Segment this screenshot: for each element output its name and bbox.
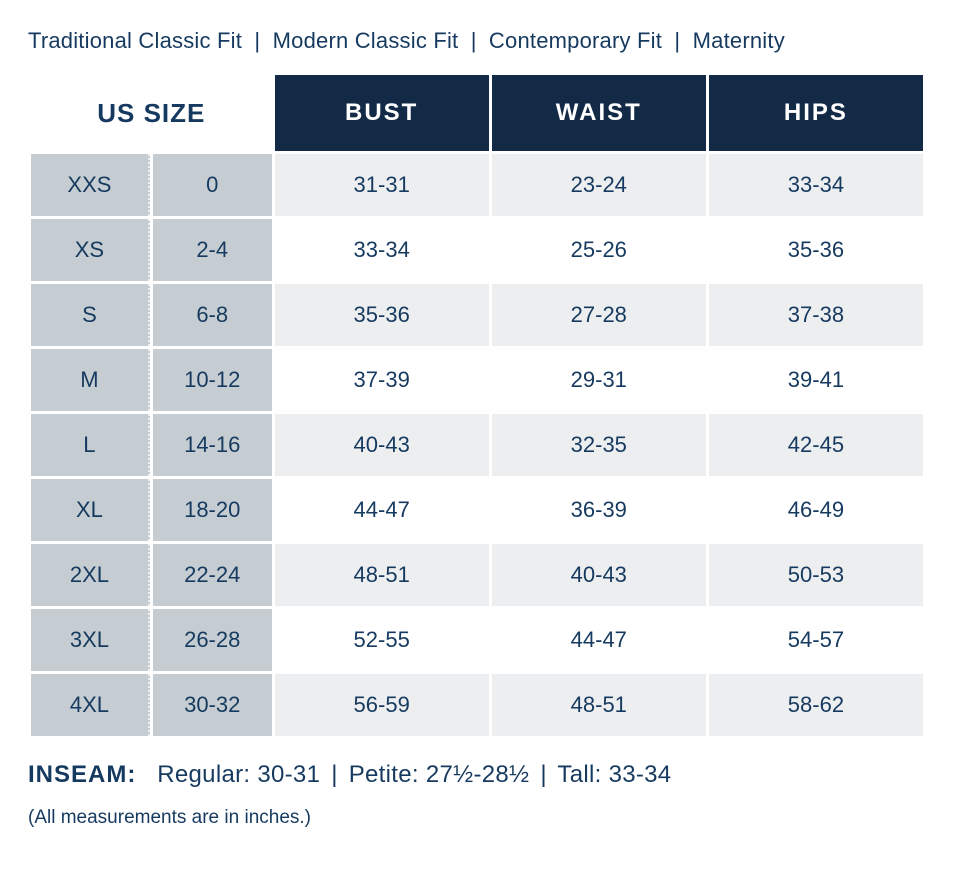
cell-waist: 48-51 (492, 674, 706, 736)
size-chart-body: XXS 0 31-31 23-24 33-34 XS 2-4 33-34 25-… (31, 154, 923, 736)
measurements-note: (All measurements are in inches.) (28, 807, 926, 829)
col-header-waist: WAIST (492, 75, 706, 151)
cell-size-num: 10-12 (153, 349, 272, 411)
cell-size-label: 4XL (31, 674, 150, 736)
cell-waist: 23-24 (492, 154, 706, 216)
fit-tabs: Traditional Classic Fit | Modern Classic… (28, 28, 926, 54)
cell-bust: 44-47 (275, 479, 489, 541)
cell-size-num: 30-32 (153, 674, 272, 736)
cell-size-label: XS (31, 219, 150, 281)
tab-contemporary-fit[interactable]: Contemporary Fit (489, 28, 662, 53)
inseam-item-tall: Tall: 33-34 (557, 761, 671, 788)
inseam-separator: | (540, 761, 547, 788)
cell-hips: 39-41 (709, 349, 923, 411)
cell-hips: 35-36 (709, 219, 923, 281)
table-row: S 6-8 35-36 27-28 37-38 (31, 284, 923, 346)
cell-size-num: 2-4 (153, 219, 272, 281)
cell-size-num: 6-8 (153, 284, 272, 346)
tab-traditional-classic-fit[interactable]: Traditional Classic Fit (28, 28, 242, 53)
cell-hips: 50-53 (709, 544, 923, 606)
cell-bust: 48-51 (275, 544, 489, 606)
table-row: L 14-16 40-43 32-35 42-45 (31, 414, 923, 476)
tab-maternity[interactable]: Maternity (693, 28, 785, 53)
inseam-line: INSEAM: Regular: 30-31 | Petite: 27½-28½… (28, 761, 926, 789)
cell-size-num: 22-24 (153, 544, 272, 606)
cell-size-label: S (31, 284, 150, 346)
inseam-separator: | (331, 761, 338, 788)
table-header-row: US SIZE BUST WAIST HIPS (31, 75, 923, 151)
table-row: XL 18-20 44-47 36-39 46-49 (31, 479, 923, 541)
size-chart-table: US SIZE BUST WAIST HIPS XXS 0 31-31 23-2… (28, 72, 926, 739)
cell-size-num: 14-16 (153, 414, 272, 476)
col-header-us-size: US SIZE (31, 75, 272, 151)
cell-bust: 31-31 (275, 154, 489, 216)
table-row: XXS 0 31-31 23-24 33-34 (31, 154, 923, 216)
table-row: M 10-12 37-39 29-31 39-41 (31, 349, 923, 411)
cell-hips: 42-45 (709, 414, 923, 476)
cell-bust: 56-59 (275, 674, 489, 736)
cell-waist: 44-47 (492, 609, 706, 671)
table-row: 3XL 26-28 52-55 44-47 54-57 (31, 609, 923, 671)
cell-hips: 58-62 (709, 674, 923, 736)
cell-hips: 33-34 (709, 154, 923, 216)
cell-waist: 25-26 (492, 219, 706, 281)
inseam-label: INSEAM: (28, 761, 136, 788)
cell-waist: 40-43 (492, 544, 706, 606)
cell-waist: 32-35 (492, 414, 706, 476)
cell-hips: 54-57 (709, 609, 923, 671)
cell-bust: 35-36 (275, 284, 489, 346)
cell-size-label: M (31, 349, 150, 411)
cell-size-num: 26-28 (153, 609, 272, 671)
cell-size-label: 2XL (31, 544, 150, 606)
tab-separator: | (674, 28, 680, 53)
cell-size-label: 3XL (31, 609, 150, 671)
cell-waist: 29-31 (492, 349, 706, 411)
cell-size-label: XL (31, 479, 150, 541)
cell-size-num: 0 (153, 154, 272, 216)
cell-hips: 37-38 (709, 284, 923, 346)
tab-separator: | (254, 28, 260, 53)
table-row: XS 2-4 33-34 25-26 35-36 (31, 219, 923, 281)
table-row: 2XL 22-24 48-51 40-43 50-53 (31, 544, 923, 606)
cell-hips: 46-49 (709, 479, 923, 541)
cell-size-num: 18-20 (153, 479, 272, 541)
cell-size-label: XXS (31, 154, 150, 216)
cell-waist: 36-39 (492, 479, 706, 541)
tab-modern-classic-fit[interactable]: Modern Classic Fit (273, 28, 459, 53)
cell-waist: 27-28 (492, 284, 706, 346)
col-header-hips: HIPS (709, 75, 923, 151)
table-row: 4XL 30-32 56-59 48-51 58-62 (31, 674, 923, 736)
col-header-bust: BUST (275, 75, 489, 151)
cell-bust: 52-55 (275, 609, 489, 671)
tab-separator: | (471, 28, 477, 53)
cell-bust: 40-43 (275, 414, 489, 476)
cell-size-label: L (31, 414, 150, 476)
inseam-item-petite: Petite: 27½-28½ (349, 761, 530, 788)
cell-bust: 37-39 (275, 349, 489, 411)
cell-bust: 33-34 (275, 219, 489, 281)
inseam-item-regular: Regular: 30-31 (157, 761, 320, 788)
